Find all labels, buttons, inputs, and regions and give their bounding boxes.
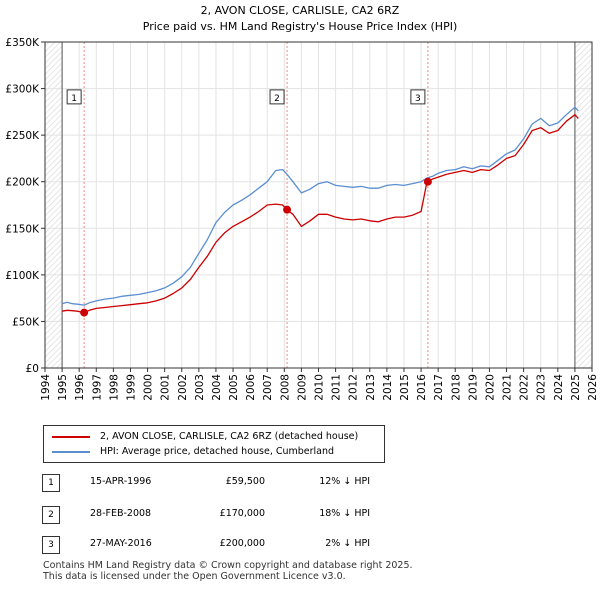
x-tick-label: 2025 [570,374,582,401]
legend-swatch-property [52,436,90,438]
x-tick-label: 1996 [74,374,86,401]
y-tick-label: £100K [5,270,40,282]
x-tick-label: 2003 [194,374,206,401]
x-tick-label: 2016 [416,374,428,401]
y-tick-label: £250K [5,130,40,142]
x-tick-label: 2013 [365,374,377,401]
hatched-band-start [45,42,63,368]
sale-number-badge: 3 [42,536,60,554]
sale-marker-box [66,89,82,105]
legend-label-hpi: HPI: Average price, detached house, Cumb… [100,446,335,457]
sale-row: 2 28-FEB-2008 £170,000 18% ↓ HPI [40,506,440,524]
y-tick-label: £50K [12,316,40,328]
series-line [61,106,579,306]
sale-point [423,177,432,186]
price-chart: 2, AVON CLOSE, CARLISLE, CA2 6RZ Price p… [5,4,599,401]
x-tick-label: 2023 [536,374,548,401]
x-tick-label: 2026 [587,374,599,401]
x-tick-label: 1995 [57,374,69,401]
sale-hpi-diff: 2% ↓ HPI [325,538,370,549]
sale-marker-box [269,89,285,105]
x-tick-label: 2020 [484,374,496,401]
x-tick-label: 2010 [314,374,326,401]
y-tick-label: £350K [5,37,40,49]
x-tick-label: 2002 [177,374,189,401]
x-tick-label: 2004 [211,374,223,401]
sale-marker-label: 2 [274,94,280,104]
series-line [61,114,579,314]
sale-price: £59,500 [225,476,265,487]
sale-date: 15-APR-1996 [90,476,152,487]
footer-line-licence: This data is licensed under the Open Gov… [43,571,346,582]
x-tick-label: 2008 [279,374,291,401]
x-tick-label: 1998 [108,374,120,401]
chart-subtitle: Price paid vs. HM Land Registry's House … [143,20,458,33]
x-tick-label: 2011 [331,374,343,401]
x-tick-label: 2012 [348,374,360,401]
sale-number-badge: 1 [42,474,60,492]
sale-marker-box [410,89,426,105]
y-tick-label: £0 [26,363,39,375]
x-tick-label: 2022 [519,374,531,401]
sale-hpi-diff: 12% ↓ HPI [319,476,370,487]
x-tick-label: 2001 [160,374,172,401]
x-tick-label: 1999 [125,374,137,401]
x-tick-label: 2009 [296,374,308,401]
x-tick-label: 1994 [40,374,52,401]
sale-date: 28-FEB-2008 [90,508,152,519]
x-tick-label: 2000 [143,374,155,401]
footer-line-copyright: Contains HM Land Registry data © Crown c… [43,560,413,571]
sale-point [283,205,292,214]
chart-title: 2, AVON CLOSE, CARLISLE, CA2 6RZ [201,4,400,17]
x-tick-label: 2007 [262,374,274,401]
x-tick-label: 2024 [553,374,565,401]
x-tick-label: 1997 [91,374,103,401]
sale-marker-label: 3 [415,94,421,104]
x-tick-label: 2005 [228,374,240,401]
x-tick-label: 2017 [433,374,445,401]
sale-hpi-diff: 18% ↓ HPI [319,508,370,519]
sale-price: £200,000 [219,538,265,549]
y-tick-label: £300K [5,84,40,96]
x-tick-label: 2014 [382,374,394,401]
sale-row: 3 27-MAY-2016 £200,000 2% ↓ HPI [40,536,440,554]
x-tick-label: 2021 [502,374,514,401]
x-tick-label: 2015 [399,374,411,401]
y-tick-label: £150K [5,223,40,235]
x-tick-label: 2019 [467,374,479,401]
sale-row: 1 15-APR-1996 £59,500 12% ↓ HPI [40,474,440,492]
legend: 2, AVON CLOSE, CARLISLE, CA2 6RZ (detach… [43,425,385,463]
sale-marker-label: 1 [71,94,77,104]
legend-swatch-hpi [52,451,90,453]
x-tick-label: 2006 [245,374,257,401]
sale-price: £170,000 [219,508,265,519]
sale-point [80,308,89,317]
sale-date: 27-MAY-2016 [90,538,152,549]
legend-label-property: 2, AVON CLOSE, CARLISLE, CA2 6RZ (detach… [100,431,359,442]
footer-attribution: Contains HM Land Registry data © Crown c… [43,560,413,582]
y-tick-label: £200K [5,177,40,189]
hatched-band-end [574,42,592,368]
x-tick-label: 2018 [450,374,462,401]
sale-number-badge: 2 [42,506,60,524]
